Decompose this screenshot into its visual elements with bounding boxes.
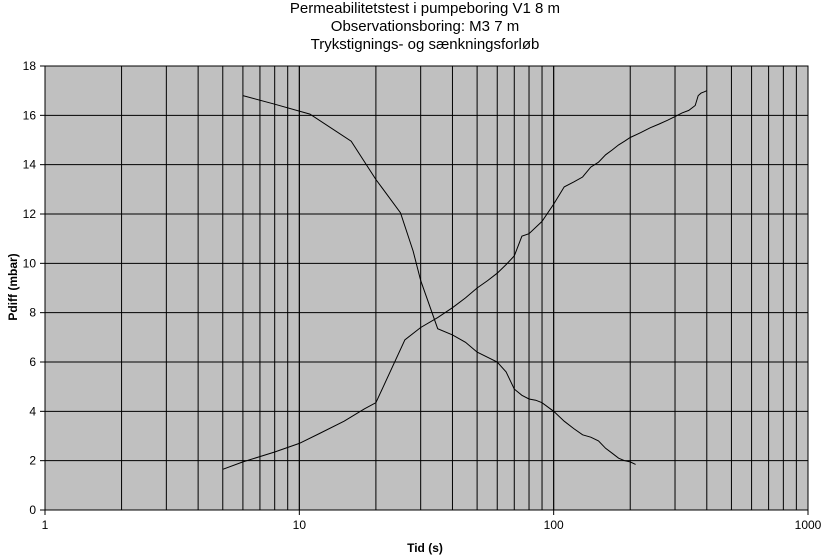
y-tick-label: 8 <box>29 306 36 320</box>
y-axis-label: Pdiff (mbar) <box>6 253 20 321</box>
y-tick-label: 10 <box>23 256 37 270</box>
y-tick-label: 2 <box>29 454 36 468</box>
x-tick-label: 1 <box>42 518 49 532</box>
series-line-1 <box>222 90 707 470</box>
y-tick-label: 12 <box>23 207 37 221</box>
plot-border <box>44 65 809 511</box>
x-tick-label: 100 <box>544 518 564 532</box>
chart-title-line-3: Trykstignings- og sænkningsforløb <box>310 36 540 53</box>
x-tick-label: 10 <box>293 518 307 532</box>
plot-area <box>45 66 808 510</box>
series-line-2 <box>242 95 636 465</box>
y-tick-label: 6 <box>29 355 36 369</box>
series-group <box>222 90 707 470</box>
y-tick-label: 0 <box>29 503 36 517</box>
x-tick-label: 1000 <box>795 518 822 532</box>
y-tick-label: 4 <box>29 404 36 418</box>
x-axis-label: Tid (s) <box>407 541 443 555</box>
y-tick-label: 16 <box>23 108 37 122</box>
y-tick-label: 14 <box>23 158 37 172</box>
y-tick-label: 18 <box>23 59 37 73</box>
chart-title-line-1: Permeabilitetstest i pumpeboring V1 8 m <box>289 0 561 17</box>
axis-ticks: 0 2 4 6 8 10 12 14 16 18 1 10 100 1000 <box>23 59 822 532</box>
chart-title-line-2: Observationsboring: M3 7 m <box>330 18 520 35</box>
